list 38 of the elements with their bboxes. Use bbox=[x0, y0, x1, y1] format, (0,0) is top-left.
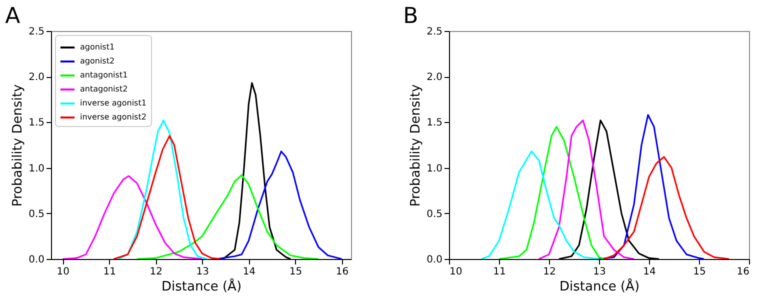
legend-label: antagonist2 bbox=[80, 84, 128, 94]
x-tick-label: 13 bbox=[196, 266, 210, 278]
chart-title: A bbox=[5, 4, 20, 29]
y-tick-label: 2.0 bbox=[426, 72, 442, 84]
y-tick-label: 2.0 bbox=[28, 72, 44, 84]
y-tick-label: 1.5 bbox=[28, 118, 44, 129]
x-tick-label: 12 bbox=[543, 266, 556, 278]
x-tick-label: 11 bbox=[493, 266, 506, 278]
x-axis-title: Distance (Å) bbox=[559, 278, 640, 294]
y-tick-label: 0.5 bbox=[426, 208, 442, 220]
y-tick-label: 1.0 bbox=[426, 163, 442, 174]
y-axis-title: Probability Density bbox=[408, 84, 424, 207]
x-tick-label: 15 bbox=[693, 266, 706, 278]
legend-label: inverse agonist2 bbox=[80, 112, 146, 122]
legend-label: agonist1 bbox=[80, 42, 115, 52]
y-tick-label: 1.0 bbox=[28, 163, 44, 174]
x-tick-label: 16 bbox=[736, 266, 750, 278]
legend-label: agonist2 bbox=[80, 56, 115, 66]
y-tick-label: 1.5 bbox=[426, 118, 442, 129]
x-tick-label: 10 bbox=[450, 266, 462, 278]
x-tick-label: 12 bbox=[150, 266, 163, 278]
y-tick-label: 0.0 bbox=[426, 254, 442, 266]
y-tick-label: 2.5 bbox=[28, 26, 44, 38]
x-tick-label: 15 bbox=[289, 266, 302, 278]
chart-title: B bbox=[403, 4, 418, 29]
x-tick-label: 13 bbox=[593, 266, 606, 278]
y-axis-title: Probability Density bbox=[10, 84, 26, 207]
legend-label: inverse agonist1 bbox=[80, 98, 146, 108]
y-tick-label: 0.5 bbox=[28, 208, 44, 220]
y-tick-label: 2.5 bbox=[426, 26, 442, 38]
legend-label: antagonist1 bbox=[80, 70, 128, 80]
x-tick-label: 14 bbox=[643, 266, 656, 278]
x-tick-label: 11 bbox=[103, 266, 116, 278]
x-axis-title: Distance (Å) bbox=[161, 278, 242, 294]
x-tick-label: 10 bbox=[56, 266, 70, 278]
x-tick-label: 14 bbox=[242, 266, 256, 278]
y-tick-label: 0.0 bbox=[28, 254, 44, 266]
x-tick-label: 16 bbox=[336, 266, 349, 278]
